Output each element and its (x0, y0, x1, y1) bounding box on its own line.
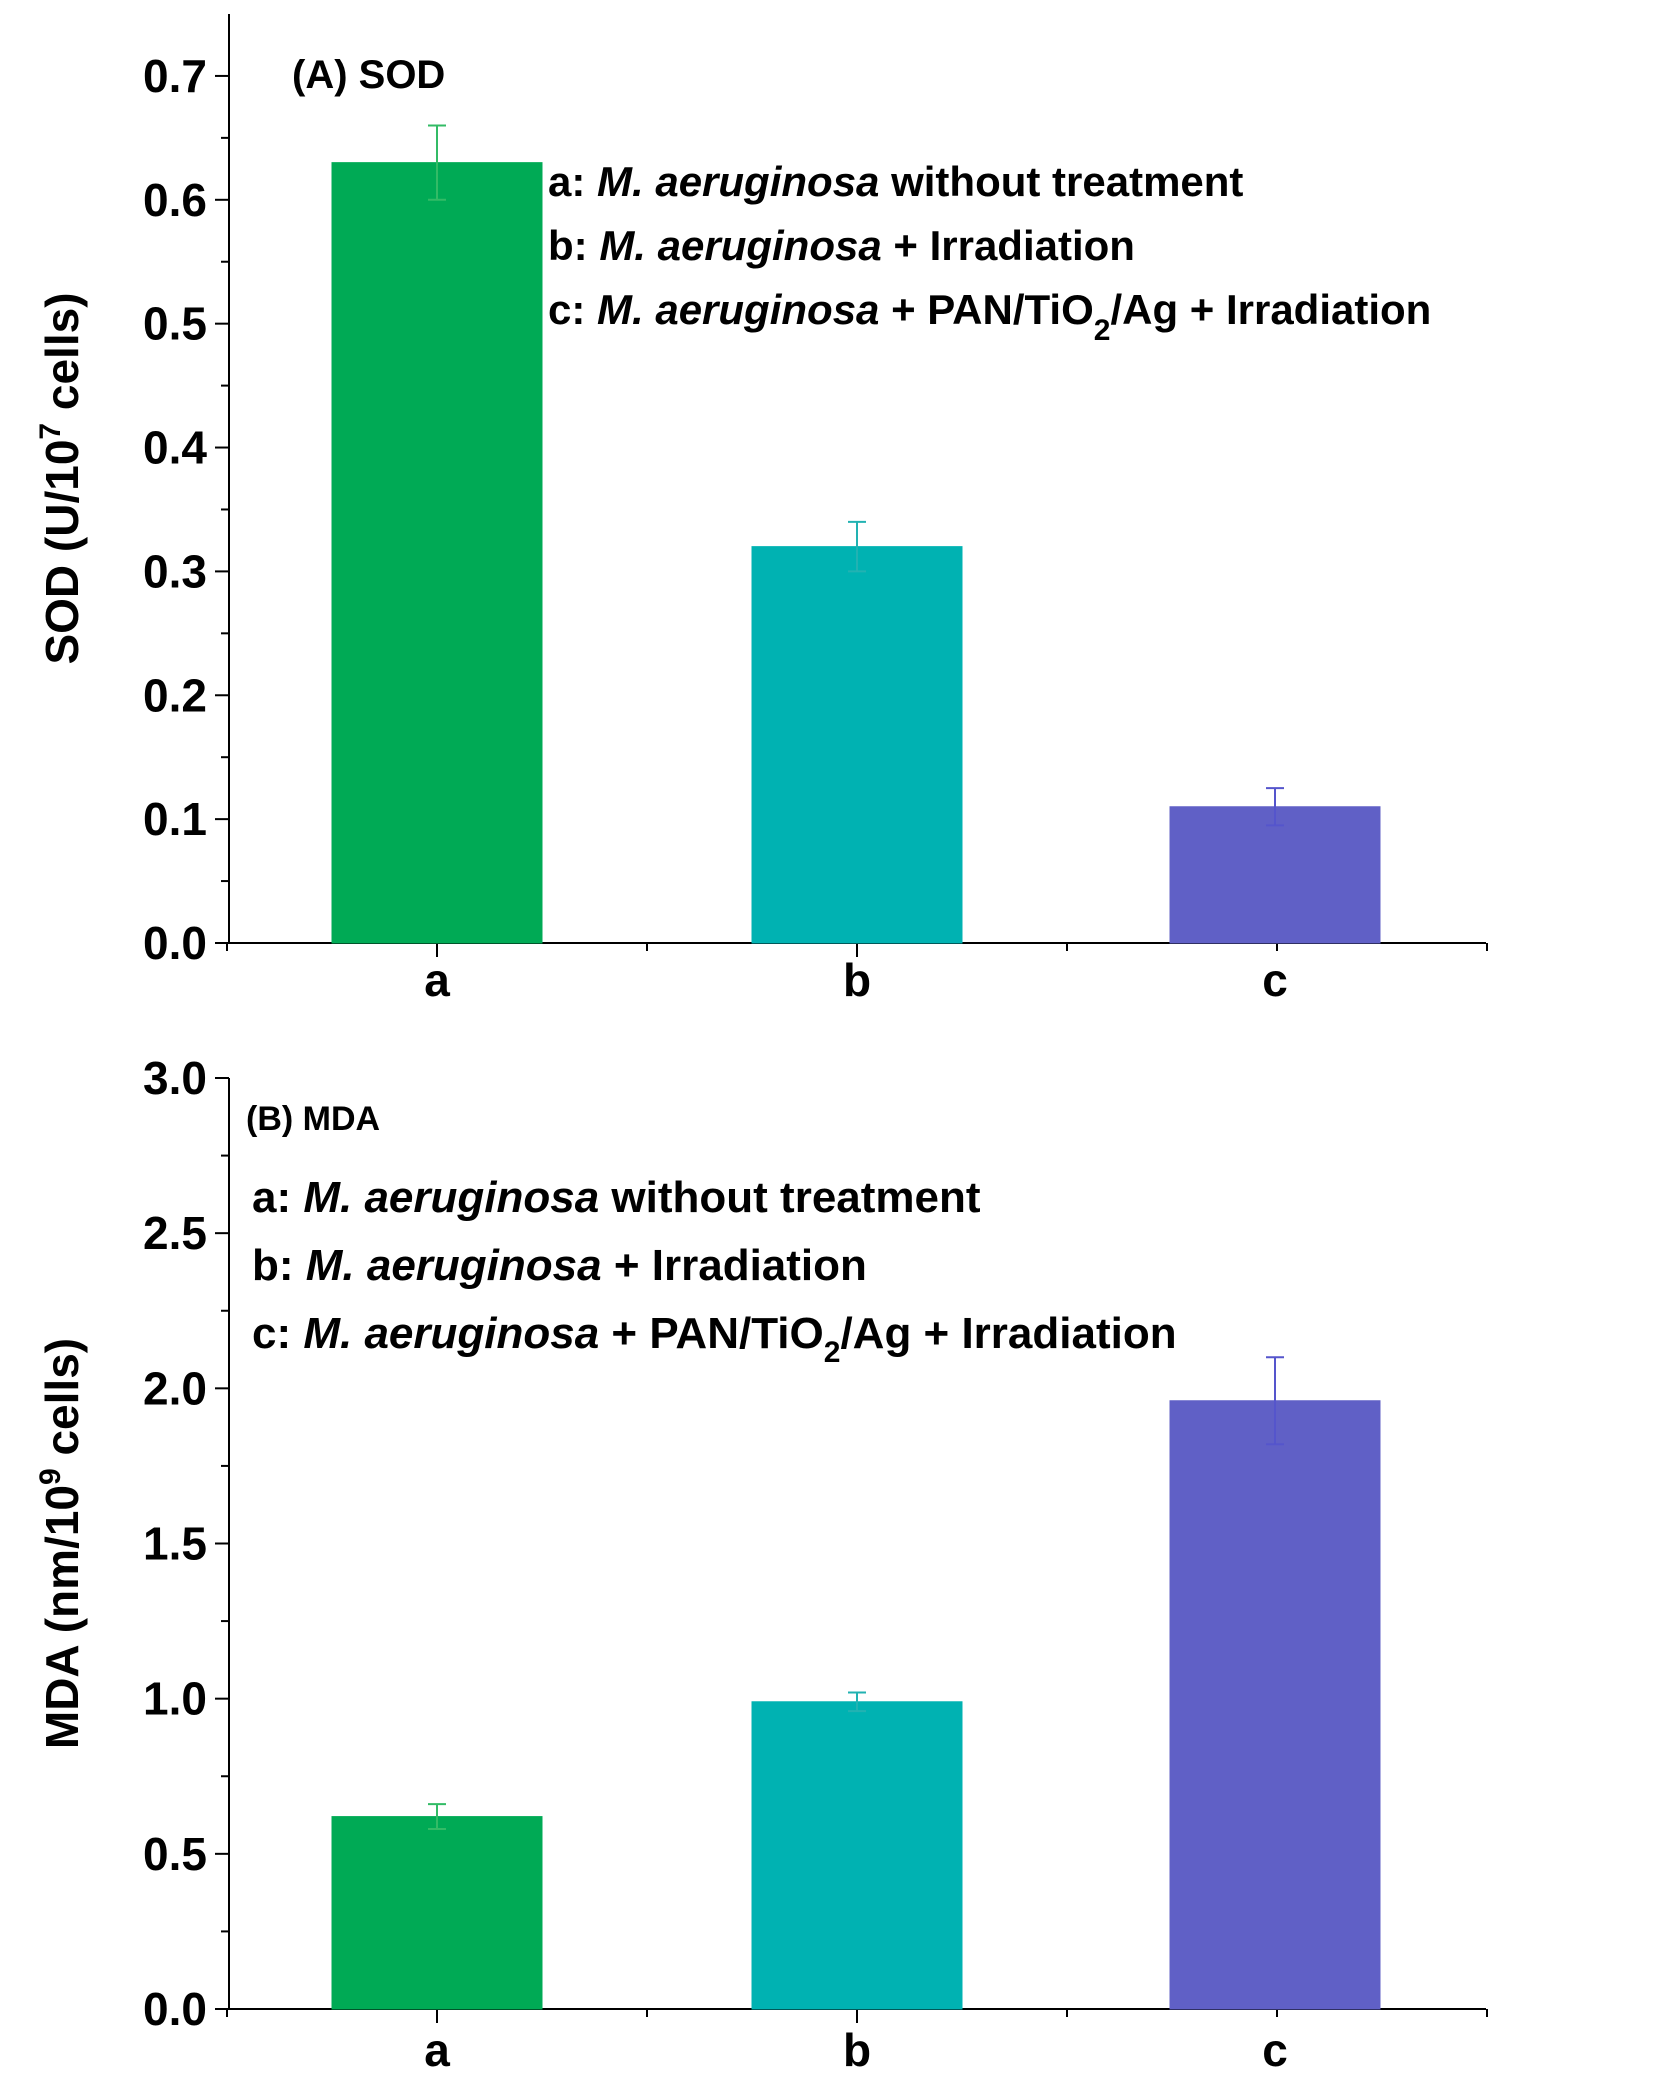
bar-c (1169, 1400, 1381, 2010)
chart-panel-b: 0.0 0.5 1.0 1.5 2.0 2.5 3.0 a b c (B) MDA a: M. aer… (34, 1052, 1488, 2076)
x-tick-label-c: c (1262, 2024, 1288, 2076)
legend-line-b: b: M. aeruginosa + Irradiation (252, 1241, 867, 1290)
y-tick-label: 0.0 (143, 1983, 207, 2035)
y-tick-label: 0.4 (143, 422, 207, 474)
bar-a (331, 162, 543, 944)
y-tick-label: 3.0 (143, 1052, 207, 1104)
x-tick-label-c: c (1262, 954, 1288, 1006)
legend-line-a: a: M. aeruginosa without treatment (548, 158, 1243, 205)
legend-line-a: a: M. aeruginosa without treatment (252, 1173, 981, 1222)
bar-a (331, 1816, 543, 2010)
bar-b (751, 546, 963, 944)
y-tick-label: 2.5 (143, 1207, 207, 1259)
y-tick-label: 1.5 (143, 1518, 207, 1570)
legend-line-b: b: M. aeruginosa + Irradiation (548, 222, 1135, 269)
y-axis-label: SOD (U/107 cells) (34, 292, 88, 664)
bar-c (1169, 806, 1381, 944)
y-tick-label: 0.1 (143, 793, 207, 845)
y-tick-label: 2.0 (143, 1362, 207, 1414)
panel-title: (B) MDA (246, 1100, 380, 1138)
y-tick-label: 0.5 (143, 1828, 207, 1880)
bar-b (751, 1701, 963, 2010)
chart-panel-a: 0.0 0.1 0.2 0.3 0.4 0.5 0.6 0.7 a b c (A) SOD a: M. … (34, 14, 1488, 1006)
y-tick-label: 0.5 (143, 298, 207, 350)
y-tick-label: 1.0 (143, 1673, 207, 1725)
y-tick-label: 0.3 (143, 545, 207, 597)
legend-line-c: c: M. aeruginosa + PAN/TiO2/Ag + Irradia… (548, 286, 1431, 347)
x-tick-label-a: a (424, 2024, 450, 2076)
y-axis-label: MDA (nm/109 cells) (34, 1338, 88, 1749)
x-tick-label-b: b (843, 2024, 871, 2076)
x-tick-label-a: a (424, 954, 450, 1006)
x-tick-label-b: b (843, 954, 871, 1006)
legend-line-c: c: M. aeruginosa + PAN/TiO2/Ag + Irradia… (252, 1309, 1177, 1369)
y-tick-label: 0.2 (143, 669, 207, 721)
panel-title: (A) SOD (292, 53, 445, 97)
y-tick-label: 0.6 (143, 174, 207, 226)
y-tick-label: 0.7 (143, 50, 207, 102)
y-tick-label: 0.0 (143, 917, 207, 969)
